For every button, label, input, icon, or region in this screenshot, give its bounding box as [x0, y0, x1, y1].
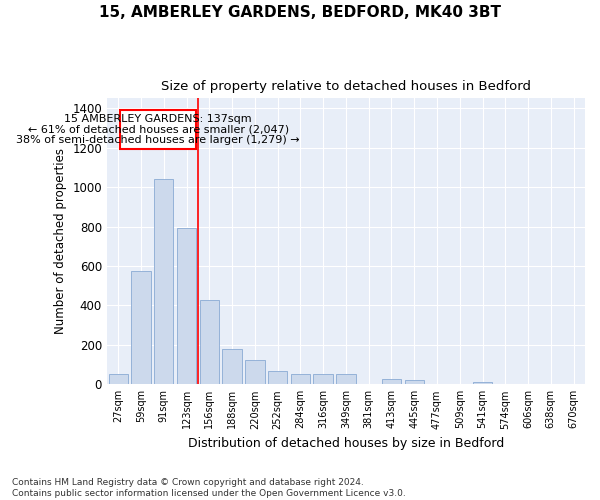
Y-axis label: Number of detached properties: Number of detached properties [54, 148, 67, 334]
Text: 15, AMBERLEY GARDENS, BEDFORD, MK40 3BT: 15, AMBERLEY GARDENS, BEDFORD, MK40 3BT [99, 5, 501, 20]
Bar [336, 374, 356, 384]
FancyBboxPatch shape [120, 110, 196, 148]
Bar [404, 380, 424, 384]
Bar [154, 179, 173, 384]
Text: 15 AMBERLEY GARDENS: 137sqm: 15 AMBERLEY GARDENS: 137sqm [64, 114, 252, 124]
Bar [109, 374, 128, 384]
X-axis label: Distribution of detached houses by size in Bedford: Distribution of detached houses by size … [188, 437, 504, 450]
Bar [313, 374, 333, 384]
Text: 38% of semi-detached houses are larger (1,279) →: 38% of semi-detached houses are larger (… [16, 135, 300, 145]
Bar [177, 228, 196, 384]
Text: ← 61% of detached houses are smaller (2,047): ← 61% of detached houses are smaller (2,… [28, 124, 289, 134]
Bar [268, 372, 287, 384]
Text: Contains HM Land Registry data © Crown copyright and database right 2024.
Contai: Contains HM Land Registry data © Crown c… [12, 478, 406, 498]
Title: Size of property relative to detached houses in Bedford: Size of property relative to detached ho… [161, 80, 531, 93]
Bar [291, 374, 310, 384]
Bar [200, 300, 219, 384]
Bar [223, 349, 242, 384]
Bar [382, 380, 401, 384]
Bar [473, 382, 492, 384]
Bar [131, 271, 151, 384]
Bar [245, 360, 265, 384]
